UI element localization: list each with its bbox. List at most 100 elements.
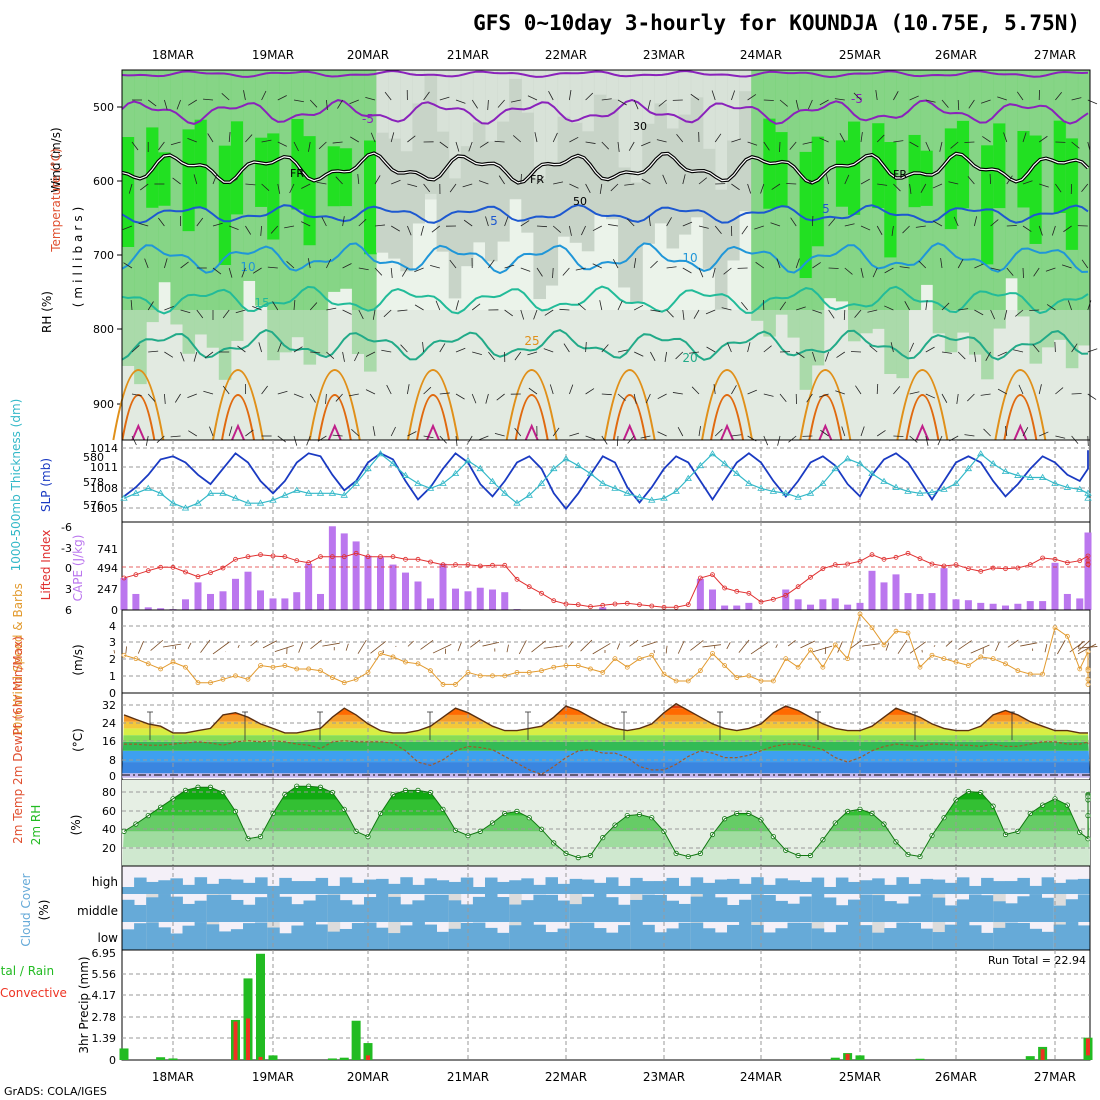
cloud-cell [376, 894, 389, 922]
wind-barb [812, 351, 816, 362]
rh-shade-column [969, 70, 982, 355]
wind-barb [176, 99, 181, 110]
cloud-cell [291, 881, 304, 894]
wind-barb [357, 174, 360, 185]
warm-contour [905, 394, 940, 441]
temp2m-tick-label: 32 [102, 699, 116, 712]
wind-barb [828, 267, 839, 269]
precip-convective-bar [845, 1053, 850, 1060]
cloud-cell [230, 879, 244, 894]
lifted-point [722, 585, 728, 591]
contour-label: 5 [490, 214, 498, 228]
thickness-point [501, 489, 509, 496]
cloud-cell [678, 922, 692, 950]
date-label-top: 20MAR [347, 48, 389, 62]
cloud-cell [702, 894, 716, 922]
wind-barb [691, 386, 700, 395]
wind-barb [763, 345, 772, 353]
wind-barb [925, 346, 935, 353]
wind-barb [890, 342, 894, 353]
cloud-cell [1065, 899, 1079, 922]
cape-bar [194, 582, 202, 610]
cape-bar [257, 590, 264, 610]
wind-barb [948, 181, 959, 185]
lifted-tick-label: 0 [65, 562, 72, 575]
wind-barb [414, 304, 424, 311]
cloud-cell [630, 877, 643, 894]
wind10-barb [629, 639, 639, 647]
cape-bar [1063, 593, 1071, 610]
wind-barb [909, 342, 915, 353]
wind-barb [899, 266, 910, 269]
rh-mid-patch [521, 112, 534, 233]
wind-barb [203, 98, 214, 101]
wind-barb [731, 90, 736, 101]
wind-barb [617, 99, 627, 106]
warm-contour [799, 369, 852, 441]
cloud-cell [872, 932, 885, 950]
cape-bar [880, 582, 888, 610]
cloud-cell [799, 896, 813, 922]
cloud-cell [1017, 922, 1030, 950]
cloud-cell [763, 932, 776, 950]
cloud-cover-panel: high middle low [77, 865, 1091, 951]
rh-bright-patch [1017, 130, 1030, 208]
wind-barb [212, 222, 223, 227]
thickness-point [696, 461, 705, 469]
cloud-cell [775, 900, 788, 922]
rh-shade-column [206, 70, 220, 348]
wind-barb [365, 389, 376, 395]
wind-barb [468, 141, 473, 152]
cape-bar [940, 568, 948, 610]
wind-barb [316, 181, 327, 185]
cape-bar [452, 588, 459, 610]
wind-barb [909, 95, 919, 101]
wind-barb [277, 435, 287, 443]
wind-barb [1038, 135, 1048, 143]
cloud-cell [811, 928, 825, 950]
wind-barb [675, 351, 684, 360]
wind-barb [123, 262, 133, 269]
wind-barb [989, 173, 991, 185]
warm-contour [514, 394, 549, 441]
cloud-cell [896, 877, 909, 894]
wind-barb [309, 393, 316, 403]
wind-barb [839, 133, 846, 143]
date-label-top: 23MAR [643, 48, 685, 62]
cloud-cell [1029, 928, 1042, 950]
cloud-cell [872, 878, 885, 894]
wind-barb [504, 309, 513, 317]
wind-barb [677, 426, 684, 437]
wind-barb [920, 183, 927, 193]
isotherm-line [121, 203, 1089, 224]
wind-barb [1054, 341, 1056, 353]
wind10-barb [738, 639, 750, 653]
rh-shade-column [823, 70, 837, 299]
wind-barb [261, 183, 270, 191]
wind-barb [828, 218, 836, 227]
wind-barb [844, 174, 850, 185]
cape-bar [1014, 603, 1022, 610]
cloud-cell [206, 894, 220, 922]
date-label-top: 27MAR [1034, 48, 1076, 62]
wind-barb [585, 388, 595, 395]
wind-barb [520, 220, 530, 227]
wind-barb [925, 300, 928, 311]
wind-barb [855, 385, 862, 395]
wind-barb [1071, 97, 1082, 101]
wind-barb [1022, 132, 1027, 143]
wind-barb [909, 435, 918, 443]
contour-label: 10 [682, 251, 697, 265]
precip-convective-bar [1040, 1049, 1045, 1060]
wind-barb [763, 141, 770, 151]
precip-total-bar [327, 1058, 337, 1060]
cape-bar [232, 578, 239, 610]
cape-bar [352, 541, 360, 610]
wind-barb [985, 351, 991, 361]
cloud-cell [412, 884, 425, 894]
thickness-point [977, 450, 985, 457]
rh-shade-column [279, 70, 292, 353]
contour-label: 10 [240, 260, 255, 274]
wind-barb [682, 309, 685, 320]
